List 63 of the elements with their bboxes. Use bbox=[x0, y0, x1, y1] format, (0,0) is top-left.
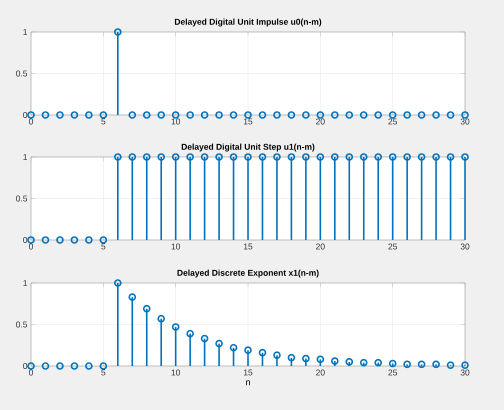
point bbox=[316, 356, 324, 364]
point bbox=[446, 361, 454, 369]
x-tick-label: 30 bbox=[460, 244, 470, 250]
y-tick-label: 1 bbox=[23, 29, 28, 35]
point bbox=[42, 362, 50, 370]
y-tick-label: 0.5 bbox=[16, 322, 28, 328]
point bbox=[403, 360, 411, 368]
x-tick-label: 0 bbox=[28, 244, 34, 250]
point bbox=[142, 304, 151, 313]
y-tick-label: 0 bbox=[23, 112, 28, 118]
y-tick-label: 0.5 bbox=[16, 196, 28, 202]
x-tick-label: 0 bbox=[28, 118, 34, 125]
point bbox=[56, 362, 64, 370]
point bbox=[418, 360, 426, 368]
y-tick-label: 0 bbox=[23, 363, 28, 369]
point bbox=[200, 334, 208, 342]
point bbox=[157, 314, 166, 322]
x-tick-label: 15 bbox=[244, 244, 252, 250]
chart-title: Delayed Discrete Exponent x1(n-m) bbox=[178, 270, 319, 278]
x-tick-label: 10 bbox=[172, 244, 180, 250]
point bbox=[374, 358, 382, 366]
point bbox=[70, 362, 78, 370]
chart-title: Delayed Digital Unit Impulse u0(n-m) bbox=[174, 18, 322, 26]
x-tick-label: 30 bbox=[460, 370, 470, 376]
point bbox=[302, 354, 310, 362]
x-tick-label: 15 bbox=[244, 370, 252, 376]
x-tick-label: 20 bbox=[316, 118, 325, 125]
x-tick-label: 0 bbox=[28, 370, 34, 376]
point bbox=[388, 360, 396, 368]
point bbox=[215, 340, 223, 348]
x-tick-label: 25 bbox=[388, 244, 398, 250]
point bbox=[128, 293, 136, 301]
y-tick-label: 1 bbox=[23, 280, 28, 286]
point bbox=[432, 360, 440, 368]
point bbox=[114, 279, 122, 287]
point bbox=[273, 351, 281, 360]
x-tick-label: 15 bbox=[244, 118, 252, 124]
point bbox=[85, 362, 93, 370]
point bbox=[360, 358, 368, 366]
x-axis-title: n bbox=[246, 380, 250, 386]
point bbox=[258, 348, 266, 357]
point bbox=[100, 362, 108, 370]
point bbox=[331, 357, 339, 365]
point bbox=[186, 330, 194, 338]
x-tick-label: 30 bbox=[460, 118, 470, 125]
point bbox=[345, 358, 354, 366]
x-tick-label: 25 bbox=[388, 118, 398, 125]
x-tick-label: 5 bbox=[101, 244, 106, 250]
point bbox=[288, 354, 296, 362]
point bbox=[172, 323, 180, 331]
y-tick-label: 1 bbox=[23, 154, 28, 160]
chart-title: Delayed Digital Unit Step u1(n-m) bbox=[182, 144, 314, 152]
x-tick-label: 5 bbox=[101, 370, 106, 376]
point bbox=[244, 346, 252, 354]
x-tick-label: 25 bbox=[388, 370, 398, 376]
x-tick-label: 10 bbox=[172, 118, 180, 125]
y-tick-label: 0.5 bbox=[16, 70, 28, 76]
x-tick-label: 20 bbox=[316, 370, 325, 376]
x-tick-label: 10 bbox=[172, 370, 180, 376]
y-tick-label: 0 bbox=[23, 237, 28, 243]
x-tick-label: 5 bbox=[101, 118, 106, 124]
x-tick-label: 20 bbox=[316, 244, 325, 250]
point bbox=[230, 344, 238, 352]
